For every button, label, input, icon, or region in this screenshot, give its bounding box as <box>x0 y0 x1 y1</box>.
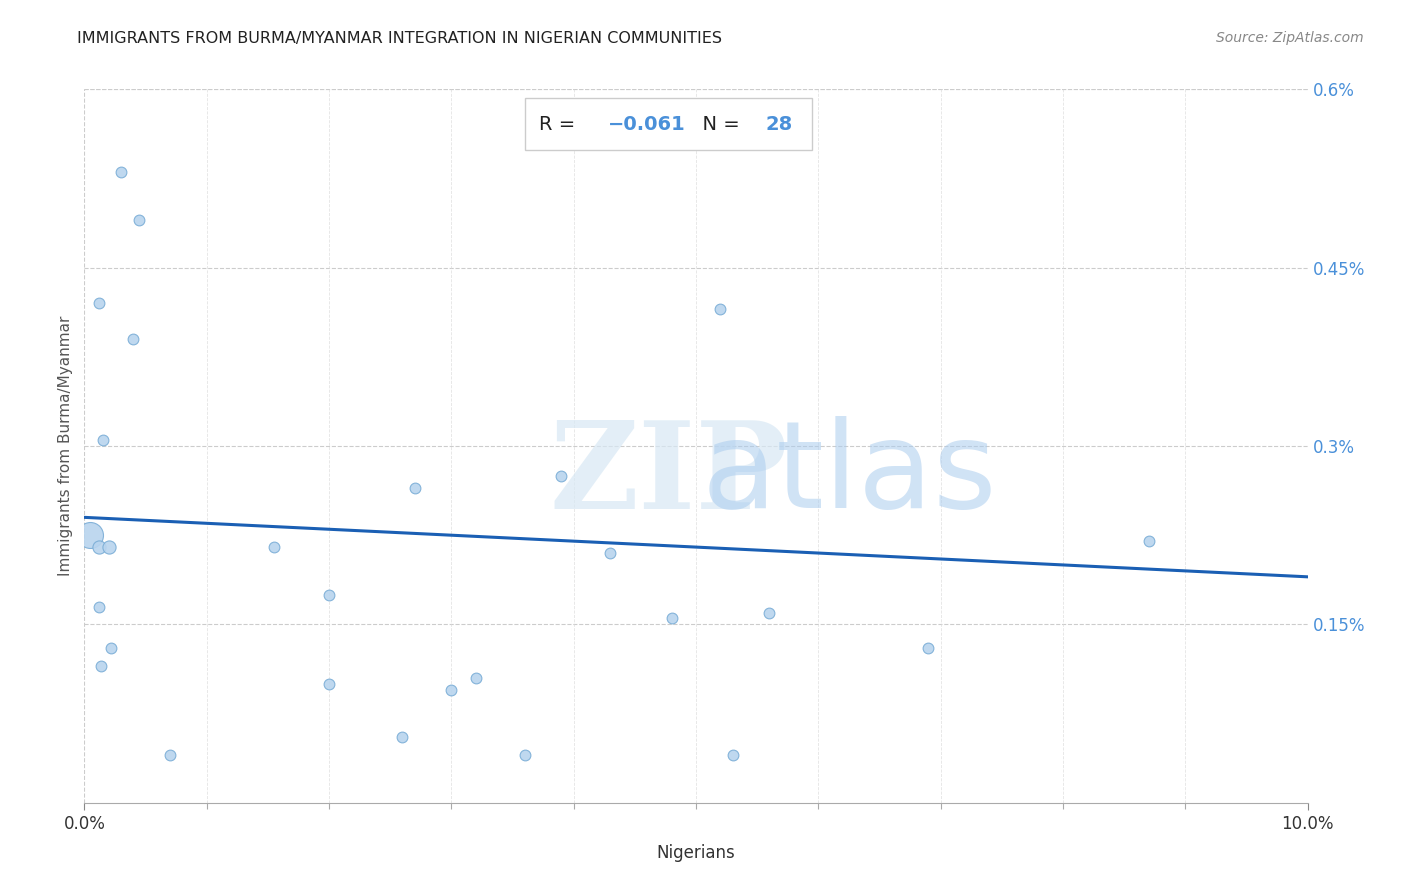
Point <box>91 433 114 447</box>
Point <box>917 641 939 656</box>
Point <box>110 165 132 179</box>
Point <box>87 540 110 554</box>
X-axis label: Nigerians: Nigerians <box>657 844 735 862</box>
Point <box>318 677 340 691</box>
Text: N =: N = <box>690 115 745 134</box>
Text: atlas: atlas <box>702 416 998 533</box>
Text: IMMIGRANTS FROM BURMA/MYANMAR INTEGRATION IN NIGERIAN COMMUNITIES: IMMIGRANTS FROM BURMA/MYANMAR INTEGRATIO… <box>77 31 723 46</box>
Point <box>318 588 340 602</box>
Point <box>513 748 536 763</box>
Point <box>1137 534 1160 549</box>
Point <box>87 296 110 310</box>
Text: 28: 28 <box>766 115 793 134</box>
Point <box>404 481 426 495</box>
FancyBboxPatch shape <box>524 98 813 150</box>
Point <box>758 606 780 620</box>
Point <box>599 546 621 560</box>
Point <box>159 748 181 763</box>
Text: Source: ZipAtlas.com: Source: ZipAtlas.com <box>1216 31 1364 45</box>
Point <box>391 731 413 745</box>
Text: R =: R = <box>540 115 582 134</box>
Point <box>550 468 572 483</box>
Point <box>709 302 731 317</box>
Point <box>440 682 463 697</box>
Point <box>661 611 683 625</box>
Point <box>263 540 285 554</box>
Text: −0.061: −0.061 <box>607 115 686 134</box>
Y-axis label: Immigrants from Burma/Myanmar: Immigrants from Burma/Myanmar <box>58 316 73 576</box>
Point <box>100 641 122 656</box>
Point <box>721 748 744 763</box>
Point <box>97 540 120 554</box>
Point <box>79 528 101 542</box>
Point <box>90 659 112 673</box>
Point <box>122 332 145 346</box>
Text: ZIP: ZIP <box>550 416 787 533</box>
Point <box>464 671 486 685</box>
Point <box>87 599 110 614</box>
Point <box>128 213 150 227</box>
